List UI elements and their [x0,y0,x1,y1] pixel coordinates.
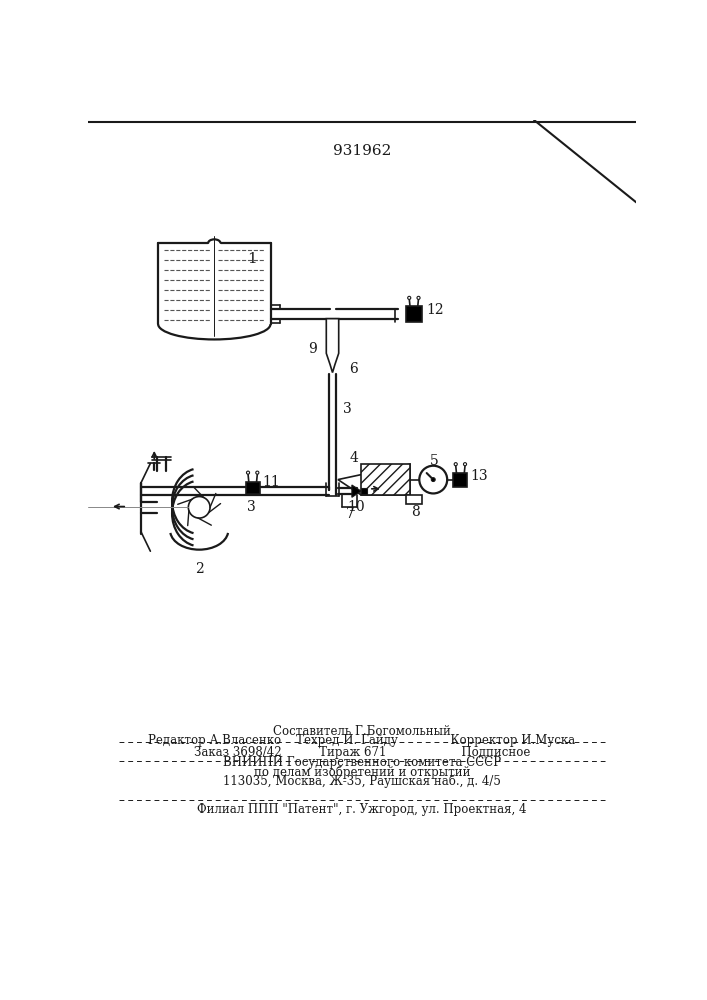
Text: 7: 7 [346,507,354,521]
Polygon shape [352,485,361,497]
Circle shape [431,478,436,482]
Circle shape [419,466,448,493]
Bar [406,306,421,322]
Text: 11: 11 [263,475,281,489]
Text: 9: 9 [308,342,317,356]
Text: Составитель Г.Богомольный: Составитель Г.Богомольный [273,725,451,738]
Text: 10: 10 [347,500,365,514]
Bar [361,488,368,494]
Text: 13: 13 [470,469,488,483]
Text: 6: 6 [349,362,358,376]
Bar [361,464,410,495]
Text: 3: 3 [343,402,351,416]
Text: 931962: 931962 [333,144,391,158]
Bar [406,495,421,504]
Text: 12: 12 [426,303,444,317]
Circle shape [417,296,420,299]
Circle shape [454,463,457,466]
Circle shape [464,463,467,466]
Text: 8: 8 [411,505,420,519]
Circle shape [247,471,250,474]
Circle shape [188,497,210,518]
Text: 2: 2 [195,562,204,576]
Text: Филиал ППП "Патент", г. Ужгород, ул. Проектная, 4: Филиал ППП "Патент", г. Ужгород, ул. Про… [197,803,527,816]
Text: Заказ 3698/42          Тираж 671                    Подписное: Заказ 3698/42 Тираж 671 Подписное [194,746,530,759]
Text: 1: 1 [247,252,257,266]
Text: 5: 5 [429,454,438,468]
Circle shape [408,296,411,299]
Polygon shape [327,319,339,373]
Bar [453,473,467,487]
Text: 113035, Москва, Ж-35, Раушская наб., д. 4/5: 113035, Москва, Ж-35, Раушская наб., д. … [223,775,501,788]
Bar [246,482,259,494]
Text: 4: 4 [349,451,358,465]
Text: Редактор А.Власенко    Техред И. Гайду              Корректор И.Муска: Редактор А.Власенко Техред И. Гайду Корр… [148,734,575,747]
Text: ВНИИПИ Государственного комитета СССР: ВНИИПИ Государственного комитета СССР [223,756,501,769]
Text: 3: 3 [247,500,256,514]
Polygon shape [338,464,410,495]
Text: по делам изобретений и открытий: по делам изобретений и открытий [254,765,470,779]
Circle shape [256,471,259,474]
